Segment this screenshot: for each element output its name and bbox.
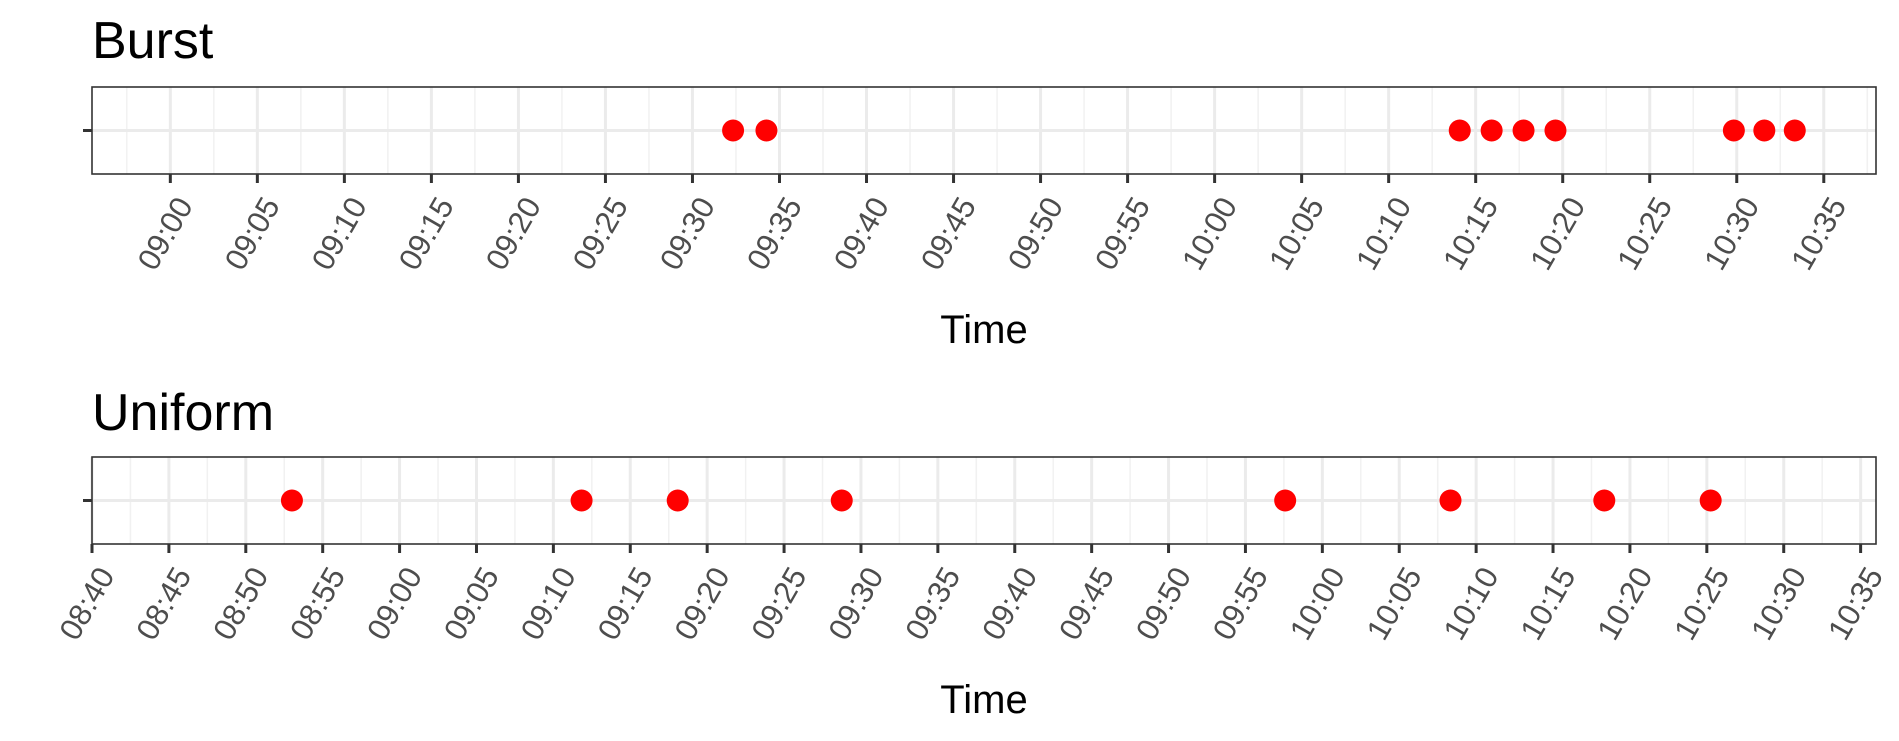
x-tick-label: 09:15 (392, 191, 461, 276)
x-tick-label: 09:40 (827, 191, 896, 276)
chart-title: Uniform (92, 384, 274, 442)
x-tick-label: 10:25 (1610, 191, 1679, 276)
x-tick-label: 08:45 (129, 561, 198, 646)
x-tick-label: 09:55 (1088, 191, 1157, 276)
x-tick-label: 09:35 (740, 191, 809, 276)
data-point (830, 489, 853, 512)
x-tick-label: 09:50 (1129, 561, 1198, 646)
data-point (1448, 119, 1471, 142)
x-tick-label: 10:10 (1437, 561, 1506, 646)
chart-title: Burst (92, 12, 214, 70)
x-tick-label: 09:00 (360, 561, 429, 646)
data-point (755, 119, 778, 142)
data-point (1274, 489, 1297, 512)
x-tick-label: 09:25 (566, 191, 635, 276)
data-point (1544, 119, 1567, 142)
x-tick-label: 10:30 (1744, 561, 1813, 646)
data-point (722, 119, 745, 142)
x-tick-label: 10:20 (1523, 191, 1592, 276)
x-tick-label: 09:25 (744, 561, 813, 646)
x-tick-label: 10:05 (1360, 561, 1429, 646)
x-tick-label: 09:50 (1001, 191, 1070, 276)
data-point (1512, 119, 1535, 142)
x-tick-label: 10:35 (1821, 561, 1890, 646)
x-tick-label: 08:50 (206, 561, 275, 646)
x-tick-label: 10:00 (1283, 561, 1352, 646)
data-point (1699, 489, 1722, 512)
x-axis-label: Time (940, 308, 1027, 352)
x-tick-label: 09:35 (898, 561, 967, 646)
x-tick-label: 09:05 (437, 561, 506, 646)
x-tick-label: 10:00 (1175, 191, 1244, 276)
x-tick-label: 09:30 (821, 561, 890, 646)
x-tick-label: 10:05 (1262, 191, 1331, 276)
x-tick-label: 09:40 (975, 561, 1044, 646)
x-tick-label: 08:40 (52, 561, 121, 646)
x-tick-label: 09:45 (1052, 561, 1121, 646)
x-tick-label: 10:30 (1697, 191, 1766, 276)
x-tick-label: 09:30 (653, 191, 722, 276)
x-tick-label: 08:55 (283, 561, 352, 646)
x-tick-label: 09:55 (1206, 561, 1275, 646)
x-tick-label: 09:45 (914, 191, 983, 276)
x-tick-label: 09:10 (514, 561, 583, 646)
x-tick-label: 10:35 (1784, 191, 1853, 276)
x-tick-label: 10:10 (1349, 191, 1418, 276)
data-point (1439, 489, 1462, 512)
x-tick-label: 10:15 (1513, 561, 1582, 646)
data-point (1722, 119, 1745, 142)
x-tick-label: 10:15 (1436, 191, 1505, 276)
data-point (666, 489, 689, 512)
x-tick-label: 09:00 (131, 191, 200, 276)
x-tick-label: 09:05 (218, 191, 287, 276)
x-tick-label: 10:20 (1590, 561, 1659, 646)
data-point (1783, 119, 1806, 142)
x-tick-label: 09:10 (305, 191, 374, 276)
x-tick-label: 09:20 (668, 561, 737, 646)
data-point (570, 489, 593, 512)
data-point (1480, 119, 1503, 142)
data-point (1593, 489, 1616, 512)
x-tick-label: 09:20 (479, 191, 548, 276)
data-point (280, 489, 303, 512)
x-tick-label: 09:15 (591, 561, 660, 646)
x-tick-label: 10:25 (1667, 561, 1736, 646)
x-axis-label: Time (940, 678, 1027, 722)
data-point (1753, 119, 1776, 142)
chart-panel-0: Burst 09:00 09:05 09:10 09:15 09:20 09:25 09:30… (83, 12, 1877, 352)
